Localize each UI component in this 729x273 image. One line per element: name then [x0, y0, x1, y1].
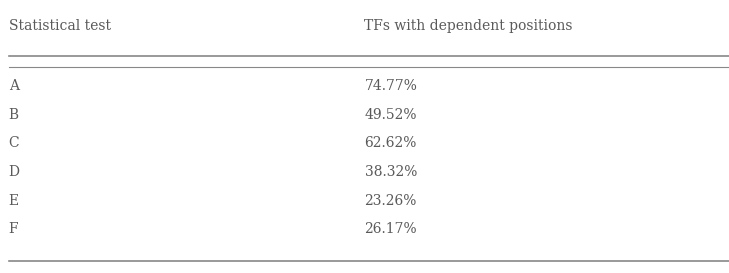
- Text: 26.17%: 26.17%: [364, 222, 417, 236]
- Text: F: F: [9, 222, 18, 236]
- Text: 23.26%: 23.26%: [364, 194, 417, 208]
- Text: B: B: [9, 108, 19, 122]
- Text: 74.77%: 74.77%: [364, 79, 418, 93]
- Text: E: E: [9, 194, 19, 208]
- Text: 62.62%: 62.62%: [364, 136, 417, 150]
- Text: 49.52%: 49.52%: [364, 108, 417, 122]
- Text: D: D: [9, 165, 20, 179]
- Text: Statistical test: Statistical test: [9, 19, 111, 33]
- Text: TFs with dependent positions: TFs with dependent positions: [364, 19, 573, 33]
- Text: A: A: [9, 79, 19, 93]
- Text: C: C: [9, 136, 20, 150]
- Text: 38.32%: 38.32%: [364, 165, 417, 179]
